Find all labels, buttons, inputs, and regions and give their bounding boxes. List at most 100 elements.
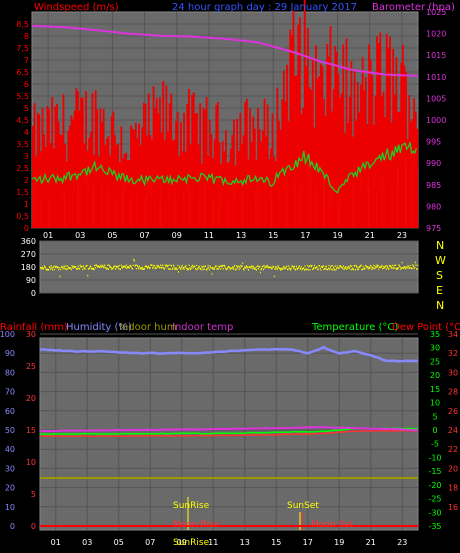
wind-direction-point: [130, 265, 132, 268]
wind-direction-point: [183, 266, 185, 269]
wind-direction-point: [395, 264, 397, 267]
wind-direction-point: [268, 266, 270, 269]
wind-gust-bar: [165, 85, 168, 228]
wind-direction-point: [174, 268, 176, 271]
wind-direction-point: [101, 266, 103, 268]
wind-direction-point: [334, 265, 336, 267]
wind-gust-bar: [89, 132, 92, 228]
hour-tick: 19: [332, 231, 342, 240]
barometer-tick: 990: [426, 159, 441, 168]
wind-direction-point: [257, 267, 259, 270]
temperature-tick-labels: 35 30 25 20 15 10 5 0 -5 -10 -15 -20 -25 -30 -35: [428, 330, 441, 531]
wind-direction-point: [375, 266, 377, 268]
hour-tick: 21: [365, 231, 375, 240]
wind-direction-point: [109, 266, 111, 268]
wind-direction-point: [369, 267, 371, 269]
wind-gust-bar: [398, 111, 401, 228]
wind-direction-point: [111, 267, 113, 270]
wind-direction-point: [343, 268, 345, 271]
wind-direction-point: [401, 261, 403, 264]
wind-gust-bar: [75, 88, 78, 228]
wind-direction-point: [195, 268, 197, 271]
hour-tick: 15: [271, 538, 281, 547]
wind-direction-point: [242, 268, 244, 270]
wind-gust-bar: [188, 88, 190, 228]
wind-direction-point: [361, 268, 363, 271]
wind-direction-point: [376, 264, 378, 267]
wind-direction-point: [206, 268, 208, 271]
wind-direction-point: [120, 264, 122, 267]
wind-gust-bar: [271, 113, 274, 228]
wind-direction-point: [215, 265, 217, 267]
barometer-axis-label: Barometer (hpa): [372, 2, 455, 13]
rainfall-tick: 0: [31, 522, 36, 531]
windspeed-tick: 2,5: [16, 164, 29, 173]
direction-tick: 90: [26, 276, 36, 285]
dewpoint-tick: 22: [448, 445, 458, 454]
wind-direction-point: [68, 267, 70, 269]
wind-direction-point: [90, 265, 92, 268]
wind-direction-point: [43, 265, 45, 267]
wind-gust-bar: [282, 70, 285, 228]
wind-direction-point: [51, 268, 53, 271]
wind-direction-point: [204, 265, 206, 268]
wind-gust-bar: [364, 77, 367, 228]
wind-gust-bar: [191, 94, 194, 228]
wind-direction-point: [126, 266, 128, 268]
wind-gust-bar: [35, 156, 38, 228]
wind-direction-point: [331, 268, 333, 271]
wind-gust-bar: [239, 112, 242, 228]
wind-gust-bar: [241, 143, 243, 228]
wind-gust-bar: [257, 108, 259, 228]
wind-direction-point: [274, 267, 276, 270]
wind-direction-point: [394, 264, 396, 267]
wind-gust-bar: [281, 99, 284, 228]
wind-direction-point: [284, 267, 286, 270]
wind-average-line: [31, 142, 418, 194]
wind-direction-point: [114, 265, 116, 267]
wind-direction-point: [64, 265, 66, 268]
wind-gust-bar: [136, 138, 139, 228]
wind-direction-point: [223, 264, 225, 267]
wind-direction-point: [351, 265, 353, 268]
wind-direction-point: [55, 266, 57, 269]
wind-direction-point: [273, 266, 275, 268]
wind-gust-bar: [130, 125, 132, 228]
legend-indoor-hum: Indoor hum: [119, 322, 177, 333]
wind-gust-bar: [199, 103, 202, 228]
sunrise-label: SunRise: [173, 501, 210, 511]
wind-direction-point: [45, 266, 47, 269]
wind-gust-bar: [131, 128, 134, 228]
wind-gust-bar: [93, 155, 95, 228]
barometer-tick: 975: [426, 224, 441, 233]
wind-direction-point: [407, 265, 409, 268]
wind-gust-bar: [154, 108, 157, 228]
wind-direction-point: [201, 265, 203, 268]
wind-gust-bar: [310, 89, 313, 229]
wind-direction-point: [141, 268, 143, 270]
wind-direction-point: [180, 268, 182, 271]
wind-direction-point: [232, 266, 234, 268]
wind-direction-point: [314, 264, 316, 267]
wind-direction-point: [150, 264, 152, 266]
wind-direction-point: [188, 264, 190, 267]
wind-direction-point: [213, 268, 215, 270]
wind-gust-bar: [196, 112, 198, 228]
wind-direction-point: [370, 264, 372, 267]
wind-gust-bar: [101, 122, 103, 228]
dewpoint-line: [39, 429, 419, 438]
wind-direction-point: [202, 268, 204, 271]
wind-gust-bar: [51, 97, 54, 228]
hour-tick: 09: [172, 231, 182, 240]
wind-direction-point: [270, 266, 272, 269]
wind-direction-point: [115, 265, 117, 268]
wind-direction-point: [193, 265, 195, 268]
wind-direction-point: [46, 268, 48, 271]
direction-tick: 180: [21, 263, 36, 272]
wind-direction-point: [125, 266, 127, 269]
wind-direction-point: [326, 268, 328, 271]
wind-direction-point: [266, 265, 268, 268]
wind-direction-point: [329, 268, 331, 271]
wind-direction-point: [72, 267, 74, 269]
wind-direction-point: [309, 269, 311, 271]
